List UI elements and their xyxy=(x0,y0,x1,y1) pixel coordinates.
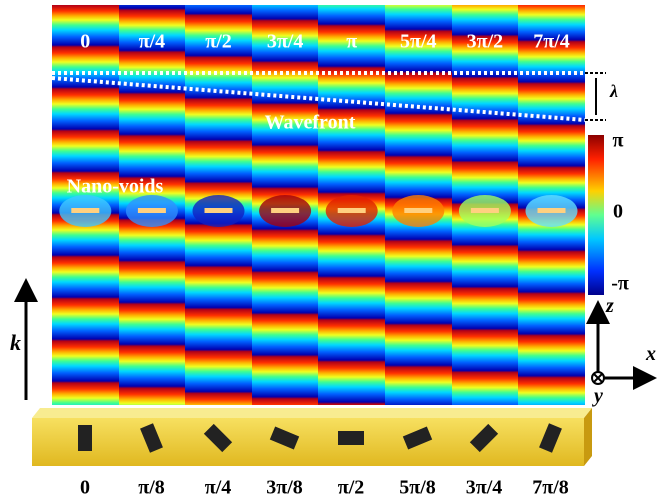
bottom-label: 7π/8 xyxy=(532,477,569,499)
slit xyxy=(78,425,92,451)
colorbar xyxy=(588,135,604,295)
substrate xyxy=(32,418,584,466)
bottom-label: 3π/8 xyxy=(266,477,303,499)
figure: λ Wavefront Nano-voids π 0 -π k z x y 0 π… xyxy=(0,0,658,504)
nano-void xyxy=(538,208,566,213)
bottom-label: 5π/8 xyxy=(399,477,436,499)
nano-void xyxy=(138,208,166,213)
top-label: 7π/4 xyxy=(533,31,570,53)
top-label: π/4 xyxy=(139,31,166,53)
top-label: 3π/2 xyxy=(467,31,504,53)
wavefront-label: Wavefront xyxy=(265,112,356,134)
nano-void xyxy=(471,208,499,213)
nano-void xyxy=(404,208,432,213)
z-label: z xyxy=(605,295,614,317)
bottom-label: 3π/4 xyxy=(466,477,503,499)
top-label: 5π/4 xyxy=(400,31,437,53)
y-label: y xyxy=(592,385,603,407)
bottom-label: 0 xyxy=(80,477,90,499)
substrate-side xyxy=(584,408,592,466)
colorbar-max: π xyxy=(613,130,624,152)
top-label: π xyxy=(346,31,357,53)
substrate-top xyxy=(32,408,592,418)
top-label: 3π/4 xyxy=(267,31,304,53)
nano-void xyxy=(338,208,366,213)
nano-void xyxy=(205,208,233,213)
colorbar-mid: 0 xyxy=(613,201,623,223)
nano-voids-label: Nano-voids xyxy=(67,176,164,198)
bottom-label: π/2 xyxy=(338,477,365,499)
bottom-label: π/4 xyxy=(205,477,232,499)
slit xyxy=(338,431,364,445)
colorbar-min: -π xyxy=(611,273,629,295)
overlay: λ Wavefront Nano-voids π 0 -π k z x y 0 π… xyxy=(0,0,658,504)
void-row xyxy=(59,195,577,227)
top-label: 0 xyxy=(80,31,90,53)
bottom-label: π/8 xyxy=(138,477,165,499)
x-label: x xyxy=(645,343,656,365)
lambda-label: λ xyxy=(609,81,618,101)
nano-void xyxy=(271,208,299,213)
top-label: π/2 xyxy=(205,31,232,53)
k-label: k xyxy=(10,330,21,355)
nano-void xyxy=(71,208,99,213)
